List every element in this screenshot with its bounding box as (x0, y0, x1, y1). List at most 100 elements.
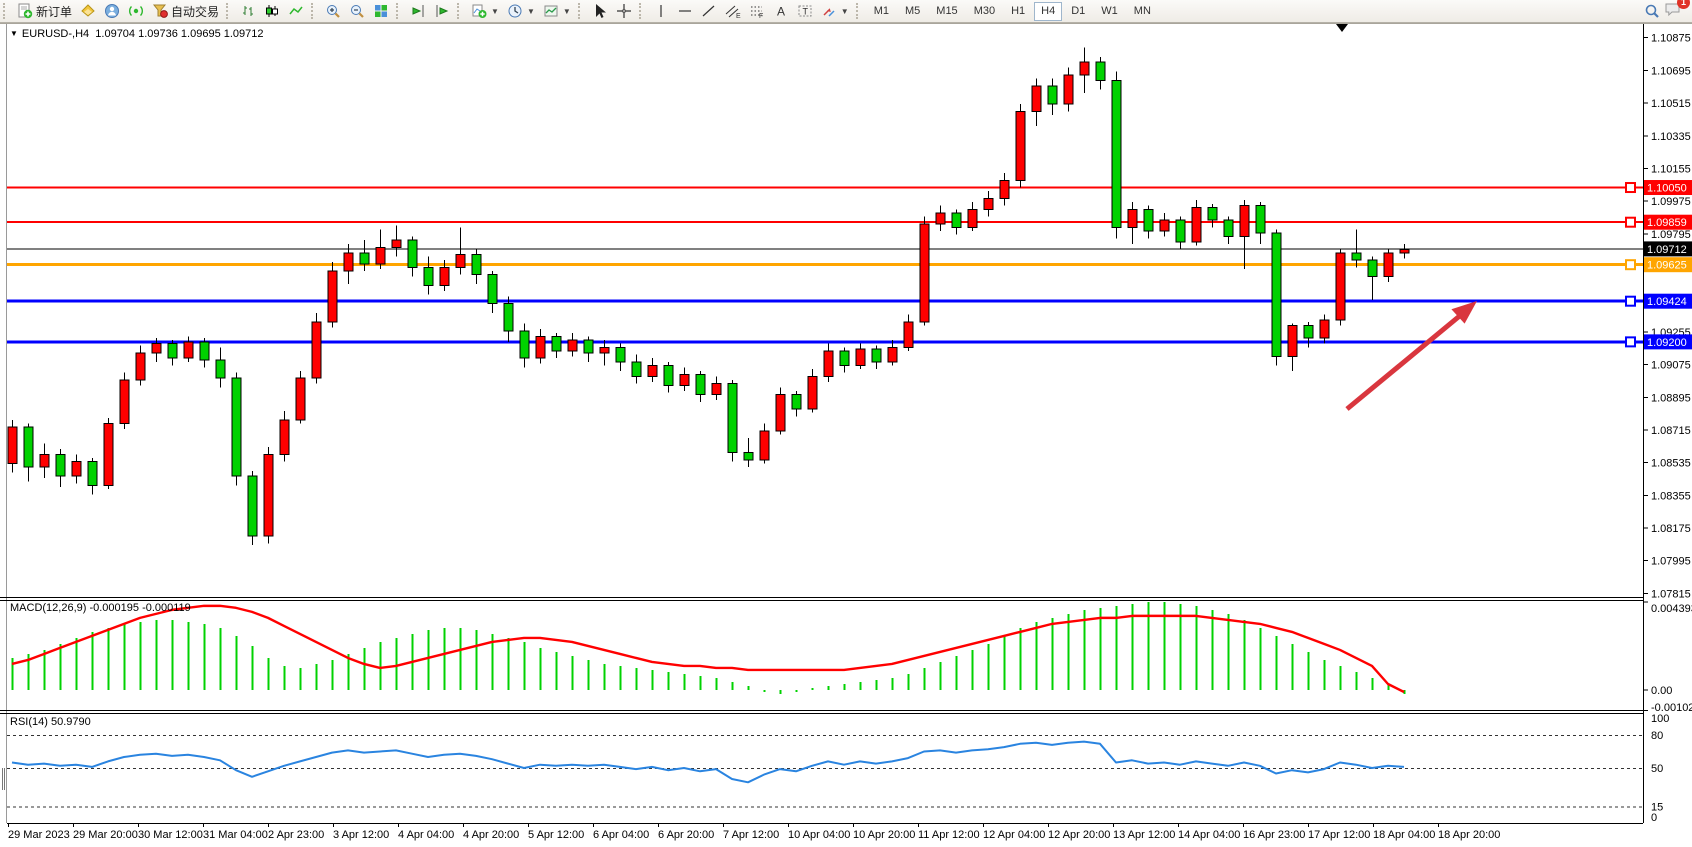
time-tick[interactable]: 4 Apr 20:00 (463, 829, 519, 841)
line-chart-button[interactable] (284, 1, 308, 22)
chevron-down-icon: ▼ (526, 6, 535, 16)
time-tick[interactable]: 6 Apr 20:00 (658, 829, 714, 841)
candle (119, 379, 130, 425)
price-tick: 1.10335 (1651, 131, 1691, 143)
candle (983, 197, 994, 210)
price-tick: 1.07815 (1651, 588, 1691, 600)
time-tick[interactable]: 2 Apr 23:00 (268, 829, 324, 841)
toolbar-grip (638, 3, 645, 19)
time-tick[interactable]: 18 Apr 20:00 (1438, 829, 1500, 841)
time-tick[interactable]: 6 Apr 04:00 (593, 829, 649, 841)
profile-button[interactable] (100, 1, 124, 22)
time-tick[interactable]: 3 Apr 12:00 (333, 829, 389, 841)
time-tick[interactable]: 5 Apr 12:00 (528, 829, 584, 841)
time-tick[interactable]: 11 Apr 12:00 (918, 829, 980, 841)
time-tick[interactable]: 12 Apr 04:00 (983, 829, 1045, 841)
candle (215, 359, 226, 379)
time-tick[interactable]: 16 Apr 23:00 (1243, 829, 1305, 841)
templates-button[interactable]: ▼ (539, 1, 575, 22)
toolbar-grip (3, 3, 9, 19)
text-icon: A (773, 3, 789, 19)
timeframe-h1-button[interactable]: H1 (1004, 2, 1032, 21)
price-tick: 1.07995 (1651, 556, 1691, 568)
zoom-out-button[interactable] (345, 1, 369, 22)
timeframe-m5-button[interactable]: M5 (898, 2, 927, 21)
svg-text:E: E (736, 13, 741, 19)
candle (487, 274, 498, 305)
tile-windows-button[interactable] (369, 1, 393, 22)
new-order-button[interactable]: 新订单 (13, 1, 76, 22)
vertical-line-button[interactable] (649, 1, 673, 22)
arrows-button[interactable]: ▼ (817, 1, 853, 22)
bar-chart-button[interactable] (236, 1, 260, 22)
cursor-button[interactable] (588, 1, 612, 22)
candle (1127, 208, 1138, 228)
axis-price-box (1644, 180, 1692, 196)
auto-scroll-button[interactable] (430, 1, 454, 22)
time-tick[interactable]: 13 Apr 12:00 (1113, 829, 1175, 841)
fibonacci-button[interactable]: F (745, 1, 769, 22)
time-tick[interactable]: 10 Apr 04:00 (788, 829, 850, 841)
time-tick[interactable]: 30 Mar 12:00 (138, 829, 203, 841)
timeframe-m15-button[interactable]: M15 (929, 2, 964, 21)
chat-button[interactable]: 1 (1664, 0, 1690, 23)
chart-shift-button[interactable] (406, 1, 430, 22)
candle-chart-button[interactable] (260, 1, 284, 22)
periods-button[interactable]: ▼ (503, 1, 539, 22)
zoom-out-icon (349, 3, 365, 19)
timeframe-m1-button[interactable]: M1 (867, 2, 896, 21)
time-tick[interactable]: 10 Apr 20:00 (853, 829, 915, 841)
rsi-tick: 100 (1651, 713, 1669, 725)
annotation-arrow[interactable] (1345, 312, 1464, 411)
toolbar-grip (855, 3, 862, 19)
zoom-in-button[interactable] (321, 1, 345, 22)
indicators-button[interactable]: ▼ (467, 1, 503, 22)
price-tick: 1.09075 (1651, 360, 1691, 372)
line-chart-icon (288, 3, 304, 19)
time-tick[interactable]: 4 Apr 04:00 (398, 829, 454, 841)
candle (727, 383, 738, 454)
svg-text:1.09625: 1.09625 (1647, 260, 1687, 272)
timeframe-m30-button[interactable]: M30 (967, 2, 1002, 21)
svg-text:T: T (802, 7, 808, 17)
zoom-in-icon (325, 3, 341, 19)
search-button[interactable] (1640, 1, 1664, 22)
candle (183, 341, 194, 359)
crosshair-button[interactable] (612, 1, 636, 22)
time-tick[interactable]: 12 Apr 20:00 (1048, 829, 1110, 841)
symbol-dropdown-icon[interactable]: ▼ (10, 29, 18, 38)
autotrade-button[interactable]: 自动交易 (148, 1, 223, 22)
autotrade-label: 自动交易 (171, 4, 220, 19)
time-tick[interactable]: 17 Apr 12:00 (1308, 829, 1370, 841)
toolbar-grip (396, 3, 402, 19)
timeframe-w1-button[interactable]: W1 (1094, 2, 1125, 21)
candle (1287, 325, 1298, 357)
timeframe-d1-button[interactable]: D1 (1064, 2, 1092, 21)
candle (583, 339, 594, 354)
text-label-button[interactable]: T (793, 1, 817, 22)
candle (887, 346, 898, 363)
trendline-button[interactable] (697, 1, 721, 22)
timeframe-mn-button[interactable]: MN (1127, 2, 1158, 21)
candle (1239, 205, 1250, 238)
time-tick[interactable]: 29 Mar 20:00 (73, 829, 138, 841)
candle (695, 374, 706, 396)
candle (839, 350, 850, 366)
time-tick[interactable]: 7 Apr 12:00 (723, 829, 779, 841)
text-label-icon: T (797, 3, 813, 19)
time-tick[interactable]: 29 Mar 2023 (8, 829, 70, 841)
price-tick: 1.08715 (1651, 425, 1691, 437)
time-tick[interactable]: 31 Mar 04:00 (203, 829, 268, 841)
candle (151, 343, 162, 354)
candle (55, 453, 66, 477)
channel-button[interactable]: E (721, 1, 745, 22)
timeframe-h4-button[interactable]: H4 (1034, 1, 1063, 21)
time-tick[interactable]: 14 Apr 04:00 (1178, 829, 1240, 841)
chart-style-button[interactable] (76, 1, 100, 22)
text-button[interactable]: A (769, 1, 793, 22)
price-tick: 1.09795 (1651, 229, 1691, 241)
time-tick[interactable]: 18 Apr 04:00 (1373, 829, 1435, 841)
signal-button[interactable] (124, 1, 148, 22)
horizontal-line-button[interactable] (673, 1, 697, 22)
